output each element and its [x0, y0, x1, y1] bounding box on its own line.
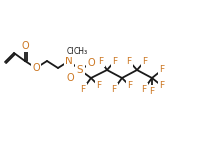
Text: F: F [96, 82, 102, 90]
Text: CH₃: CH₃ [67, 47, 81, 56]
Text: O: O [87, 58, 95, 68]
Text: O: O [32, 63, 40, 73]
Text: F: F [80, 85, 85, 93]
Text: F: F [112, 56, 118, 66]
Text: F: F [142, 56, 148, 66]
Text: N: N [65, 56, 73, 66]
Text: O: O [21, 41, 29, 51]
Text: CH₃: CH₃ [74, 47, 88, 56]
Text: F: F [159, 82, 165, 90]
Text: S: S [77, 65, 83, 75]
Text: F: F [150, 87, 155, 95]
Text: F: F [112, 85, 117, 93]
Text: O: O [66, 73, 74, 83]
Text: F: F [142, 85, 147, 93]
Text: F: F [127, 82, 133, 90]
Text: F: F [98, 56, 104, 66]
Text: F: F [126, 56, 131, 66]
Text: F: F [159, 66, 165, 74]
